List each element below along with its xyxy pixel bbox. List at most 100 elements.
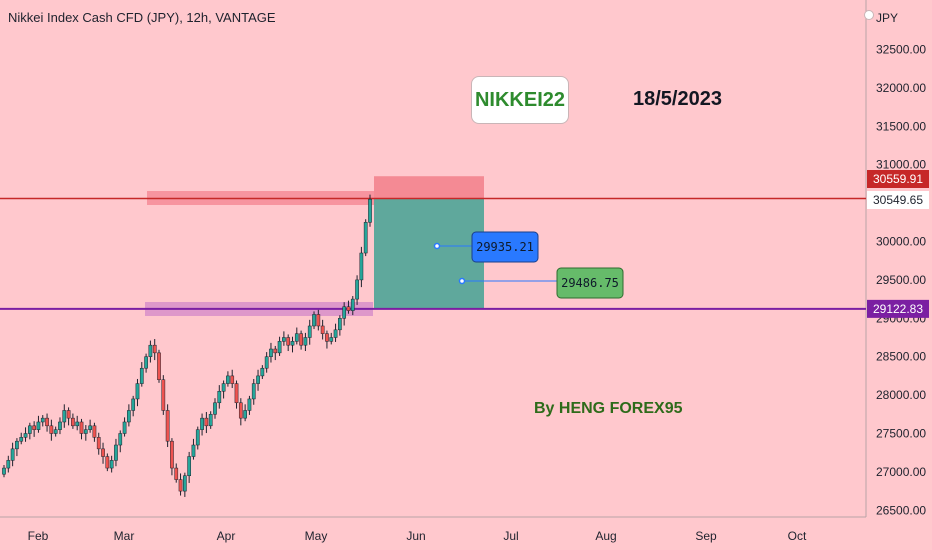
candle-body bbox=[294, 333, 299, 342]
candle-body bbox=[307, 325, 312, 338]
x-tick-label: Jul bbox=[503, 529, 518, 543]
candle-body bbox=[187, 456, 192, 476]
x-tick-label: Sep bbox=[695, 529, 717, 543]
candle-body bbox=[144, 356, 148, 369]
candle-body bbox=[273, 348, 278, 354]
symbol-label: NIKKEI22 bbox=[474, 88, 566, 111]
candle-body bbox=[127, 410, 131, 423]
support-price-tag bbox=[867, 299, 929, 318]
candle-body bbox=[230, 375, 235, 384]
candle-body bbox=[316, 314, 321, 327]
y-tick-label: 30000.00 bbox=[876, 235, 926, 249]
candle-body bbox=[256, 375, 260, 384]
candle-body bbox=[152, 344, 157, 354]
candle-body bbox=[243, 410, 247, 419]
candle-body bbox=[23, 433, 28, 438]
candle-body bbox=[92, 425, 97, 438]
candle-body bbox=[135, 383, 140, 400]
candle-body bbox=[208, 414, 213, 427]
candle-body bbox=[109, 460, 114, 469]
y-tick-label: 31000.00 bbox=[876, 158, 926, 172]
candle-body bbox=[325, 333, 329, 342]
x-tick-label: Aug bbox=[595, 529, 616, 543]
y-tick-label: 27000.00 bbox=[876, 465, 926, 479]
candle-body bbox=[368, 199, 372, 223]
candle-body bbox=[320, 325, 325, 334]
candle-body bbox=[346, 306, 351, 311]
chart-title: Nikkei Index Cash CFD (JPY), 12h, VANTAG… bbox=[8, 10, 276, 25]
candle-body bbox=[355, 279, 359, 300]
x-tick-label: Jun bbox=[406, 529, 425, 543]
candle-body bbox=[251, 383, 256, 400]
scroll-handle[interactable] bbox=[864, 10, 874, 20]
target1-label: 29935.21 bbox=[476, 240, 534, 254]
candle-body bbox=[148, 344, 153, 357]
candle-body bbox=[45, 417, 49, 427]
candle-body bbox=[161, 379, 166, 411]
candle-body bbox=[182, 475, 187, 492]
candle-body bbox=[139, 367, 144, 384]
candle-body bbox=[10, 448, 15, 461]
candle-body bbox=[204, 417, 209, 427]
candle-body bbox=[238, 402, 243, 419]
candle-body bbox=[6, 460, 11, 469]
candle-body bbox=[36, 421, 41, 430]
y-tick-label: 27500.00 bbox=[876, 427, 926, 441]
candle-body bbox=[157, 352, 161, 380]
candle-body bbox=[62, 410, 67, 423]
candle-body bbox=[260, 367, 265, 377]
x-tick-label: Feb bbox=[28, 529, 49, 543]
candle-body bbox=[282, 337, 286, 342]
candle-body bbox=[174, 467, 179, 480]
x-tick-label: May bbox=[305, 529, 328, 543]
date-annotation: 18/5/2023 bbox=[633, 88, 722, 110]
candle-body bbox=[49, 425, 54, 434]
symbol-label-box: NIKKEI22 bbox=[471, 76, 569, 124]
candle-body bbox=[363, 222, 368, 254]
candle-body bbox=[19, 437, 24, 442]
candle-body bbox=[27, 425, 32, 434]
candle-body bbox=[178, 479, 183, 492]
target1-box[interactable] bbox=[471, 231, 539, 263]
candle-body bbox=[96, 437, 101, 450]
last-price-tag-label: 30549.65 bbox=[873, 193, 923, 207]
candle-body bbox=[312, 314, 316, 327]
author-annotation: By HENG FOREX95 bbox=[534, 400, 683, 417]
x-tick-label: Mar bbox=[114, 529, 135, 543]
candle-body bbox=[40, 417, 45, 423]
candle-body bbox=[101, 448, 105, 457]
currency-label: JPY bbox=[876, 11, 898, 25]
candle-body bbox=[32, 425, 36, 430]
candle-body bbox=[58, 421, 62, 430]
stop-loss-zone[interactable] bbox=[374, 176, 484, 199]
candle-body bbox=[105, 456, 110, 469]
candle-body bbox=[170, 440, 174, 469]
candle-body bbox=[277, 341, 282, 354]
candle-body bbox=[191, 444, 196, 457]
y-tick-label: 31500.00 bbox=[876, 119, 926, 133]
candle-body bbox=[165, 410, 170, 442]
candle-body bbox=[217, 391, 222, 404]
target2-anchor bbox=[458, 277, 466, 285]
candle-body bbox=[88, 425, 92, 430]
x-tick-label: Oct bbox=[788, 529, 807, 543]
candle-body bbox=[333, 329, 338, 338]
candle-body bbox=[269, 348, 273, 357]
target2-label: 29486.75 bbox=[561, 276, 619, 290]
candle-body bbox=[350, 298, 355, 311]
support-price-tag-label: 29122.83 bbox=[873, 302, 923, 316]
candle-body bbox=[234, 383, 239, 404]
target2-box[interactable] bbox=[556, 267, 624, 299]
candle-body bbox=[2, 467, 6, 475]
candle-body bbox=[200, 417, 204, 430]
current-price-tag bbox=[867, 170, 929, 188]
candle-body bbox=[53, 429, 58, 434]
candle-body bbox=[114, 444, 118, 461]
candle-body bbox=[299, 333, 303, 346]
take-profit-zone[interactable] bbox=[374, 198, 484, 309]
candle-body bbox=[338, 318, 342, 331]
candle-body bbox=[221, 383, 226, 392]
candle-body bbox=[329, 337, 334, 342]
